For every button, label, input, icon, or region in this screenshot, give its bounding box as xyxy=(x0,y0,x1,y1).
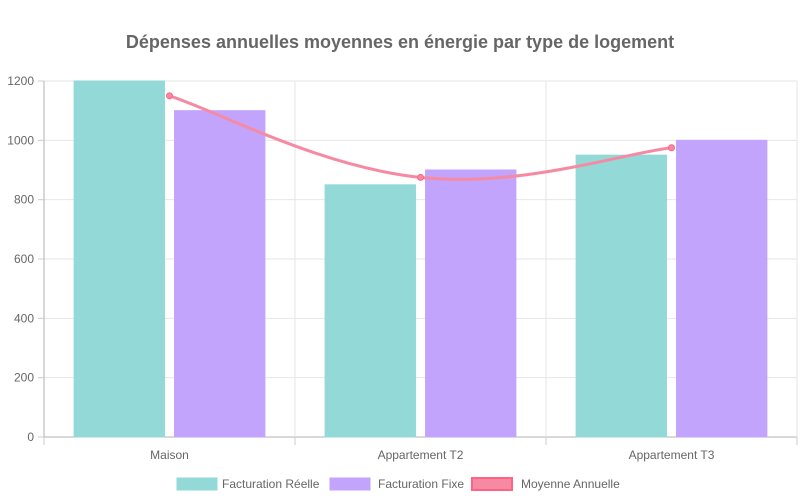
x-axis: Maison Appartement T2 Appartement T3 xyxy=(43,437,798,462)
x-tick-label: Appartement T2 xyxy=(378,448,464,462)
bar-facturation-reelle[interactable] xyxy=(73,80,165,438)
grid xyxy=(43,80,798,438)
bar-facturation-fixe[interactable] xyxy=(676,139,768,438)
bar-facturation-fixe[interactable] xyxy=(425,169,517,438)
y-tick-label: 1200 xyxy=(7,74,34,88)
x-tick-label: Appartement T3 xyxy=(629,448,715,462)
legend-label[interactable]: Facturation Fixe xyxy=(378,477,464,491)
bar-facturation-fixe[interactable] xyxy=(174,110,266,438)
line-point[interactable] xyxy=(417,173,424,181)
y-axis: 0 200 400 600 800 1000 1200 xyxy=(7,74,44,444)
legend-swatch[interactable] xyxy=(176,477,218,491)
y-tick-label: 0 xyxy=(27,430,34,444)
bar-facturation-reelle[interactable] xyxy=(324,184,416,438)
average-line xyxy=(166,92,675,181)
line-point[interactable] xyxy=(668,144,675,152)
line-point[interactable] xyxy=(166,92,173,100)
bar-facturation-reelle[interactable] xyxy=(575,154,667,438)
y-tick-label: 200 xyxy=(14,371,34,385)
legend-label[interactable]: Moyenne Annuelle xyxy=(521,477,620,491)
chart-title: Dépenses annuelles moyennes en énergie p… xyxy=(126,32,674,52)
y-tick-label: 1000 xyxy=(7,133,34,147)
legend-label[interactable]: Facturation Réelle xyxy=(222,477,320,491)
legend-swatch[interactable] xyxy=(329,477,371,491)
legend-swatch[interactable] xyxy=(471,477,513,491)
y-tick-label: 800 xyxy=(14,193,34,207)
y-tick-label: 600 xyxy=(14,252,34,266)
bars xyxy=(73,80,768,438)
x-tick-label: Maison xyxy=(150,448,189,462)
legend: Facturation Réelle Facturation Fixe Moyenn… xyxy=(176,477,620,491)
y-tick-label: 400 xyxy=(14,311,34,325)
